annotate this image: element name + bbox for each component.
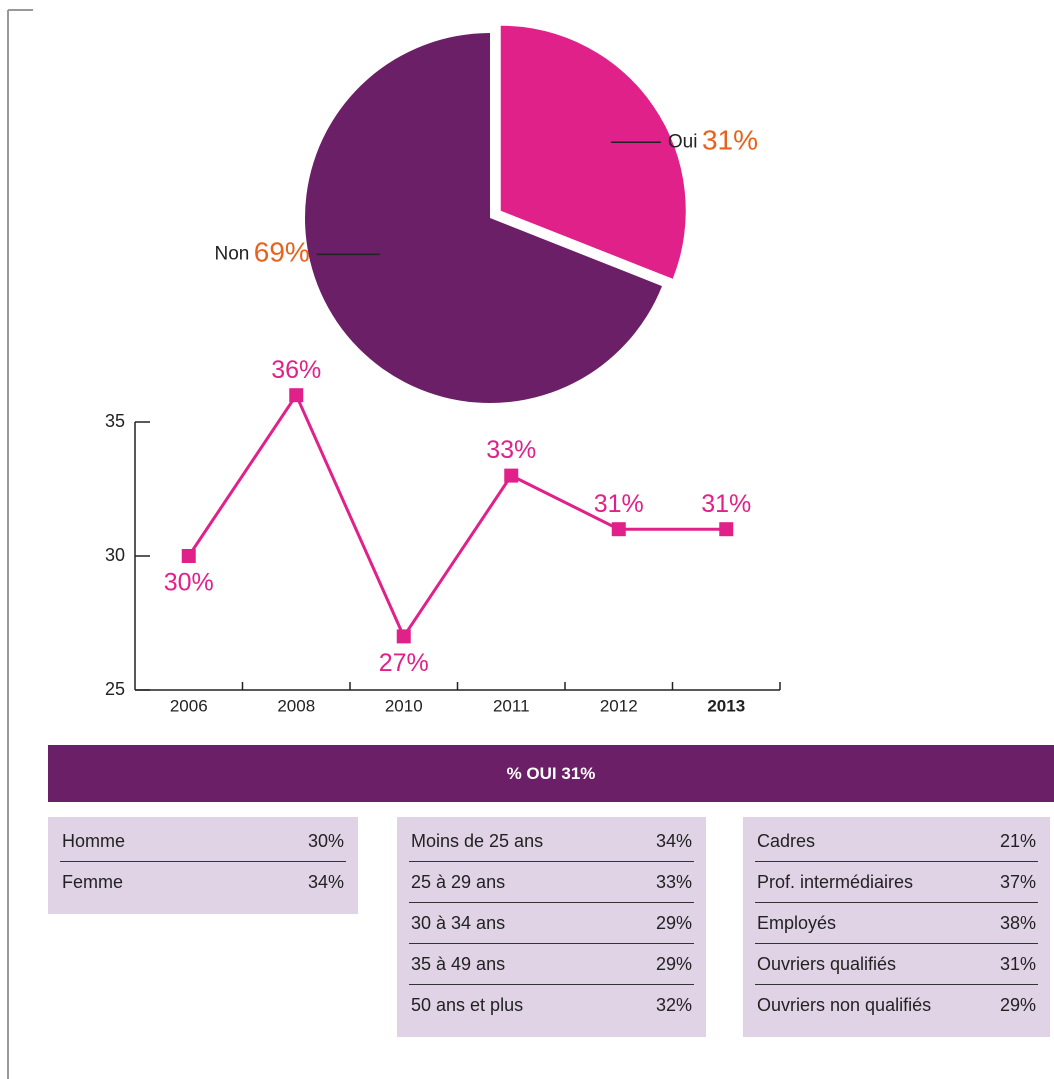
table-row: Prof. intermédiaires 37% xyxy=(755,861,1038,902)
slice-name: Oui xyxy=(668,131,698,152)
slice-name: Non xyxy=(214,243,249,264)
cell-label: Employés xyxy=(757,912,837,933)
cell-value: 38% xyxy=(999,912,1036,933)
table-row: Cadres 21% xyxy=(755,821,1038,861)
cell-label: Ouvriers non qualifiés xyxy=(757,994,932,1015)
cell-value: 31% xyxy=(999,953,1036,974)
cell-label: 35 à 49 ans xyxy=(411,953,506,974)
marker xyxy=(719,522,734,537)
cell-value: 37% xyxy=(999,871,1036,892)
pie-slice xyxy=(500,25,686,279)
table-row: Ouvriers non qualifiés 29% xyxy=(755,984,1038,1025)
y-tick-label: 30 xyxy=(105,545,125,565)
table-row: 50 ans et plus 32% xyxy=(409,984,694,1025)
table-row: Homme 30% xyxy=(60,821,346,861)
table-row: Ouvriers qualifiés 31% xyxy=(755,943,1038,984)
slice-label: Oui 31% xyxy=(668,125,758,156)
line xyxy=(187,392,727,640)
y-tick-label: 35 xyxy=(105,411,125,431)
x-tick-label: 2011 xyxy=(493,696,530,715)
value-label: 30% xyxy=(164,569,214,597)
x-tick-label: 2013 xyxy=(707,696,745,715)
cell-value: 32% xyxy=(655,994,692,1015)
cell-label: Cadres xyxy=(757,830,816,851)
cell-label: Femme xyxy=(62,871,124,892)
cell-value: 30% xyxy=(307,830,344,851)
value-label: 36% xyxy=(271,356,321,384)
x-tick-label: 2008 xyxy=(277,696,315,715)
slice-value: 31% xyxy=(702,125,758,156)
table-row: Employés 38% xyxy=(755,902,1038,943)
cell-label: 30 à 34 ans xyxy=(411,912,506,933)
cell-value: 34% xyxy=(655,830,692,851)
cell-label: Ouvriers qualifiés xyxy=(757,953,897,974)
table-row: Femme 34% xyxy=(60,861,346,902)
cell-label: Homme xyxy=(62,830,126,851)
table: Cadres 21% Prof. intermédiaires 37% Employés… xyxy=(743,817,1050,1037)
marker xyxy=(181,549,196,563)
cell-value: 29% xyxy=(999,994,1036,1015)
value-label: 27% xyxy=(379,649,429,677)
marker xyxy=(396,629,411,644)
y-tick-label: 25 xyxy=(105,679,125,699)
value-label: 33% xyxy=(486,436,536,464)
cell-value: 29% xyxy=(655,912,692,933)
slice-value: 69% xyxy=(254,237,310,268)
table-row: 25 à 29 ans 33% xyxy=(409,861,694,902)
x-tick-label: 2006 xyxy=(170,696,208,715)
table-row: Moins de 25 ans 34% xyxy=(409,821,694,861)
table: Homme 30% Femme 34% xyxy=(48,817,358,914)
value-label: 31% xyxy=(701,490,751,518)
marker xyxy=(504,468,519,483)
cell-label: Moins de 25 ans xyxy=(411,830,544,851)
marker xyxy=(289,388,304,403)
cell-value: 34% xyxy=(307,871,344,892)
marker xyxy=(611,522,626,537)
slice-label: Non 69% xyxy=(214,237,309,268)
x-tick-label: 2010 xyxy=(385,696,423,715)
cell-value: 29% xyxy=(655,953,692,974)
cell-label: 50 ans et plus xyxy=(411,994,524,1015)
value-label: 31% xyxy=(594,490,644,518)
cell-value: 21% xyxy=(999,830,1036,851)
cell-label: Prof. intermédiaires xyxy=(757,871,914,892)
table: Moins de 25 ans 34% 25 à 29 ans 33% 30 à 34 … xyxy=(397,817,706,1037)
pie-slice xyxy=(305,33,663,403)
cell-value: 33% xyxy=(655,871,692,892)
x-tick-label: 2012 xyxy=(600,696,638,715)
banner: % OUI 31% xyxy=(48,745,1054,802)
table-row: 35 à 49 ans 29% xyxy=(409,943,694,984)
cell-label: 25 à 29 ans xyxy=(411,871,506,892)
table-row: 30 à 34 ans 29% xyxy=(409,902,694,943)
